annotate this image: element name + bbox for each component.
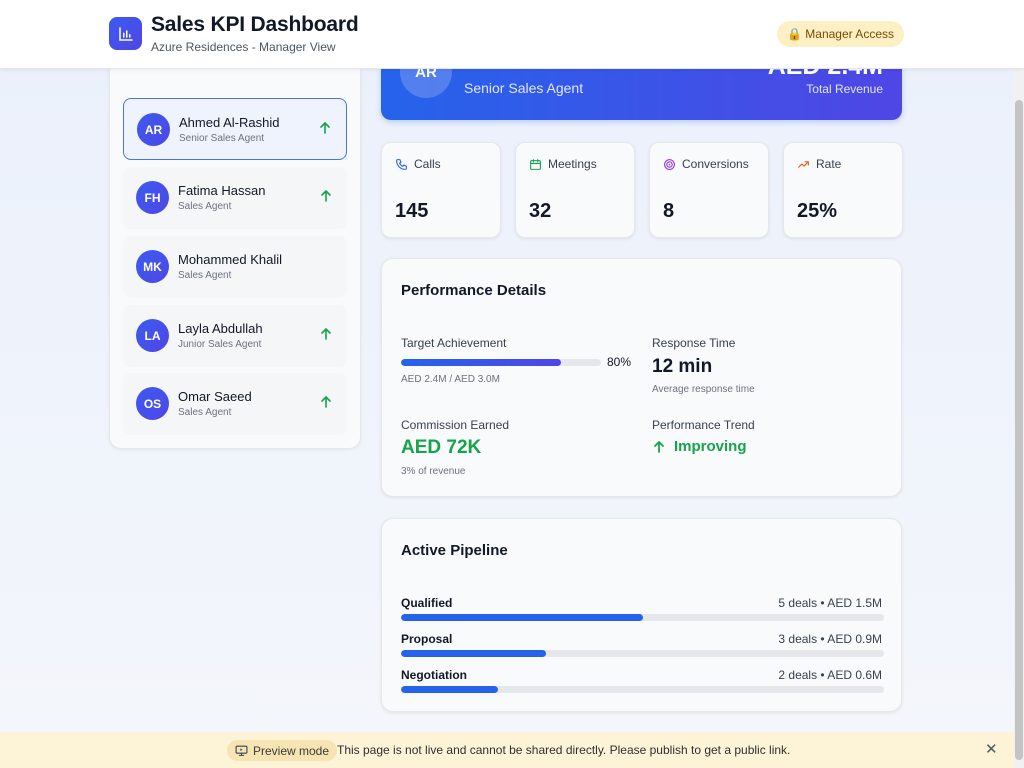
calendar-icon xyxy=(530,158,541,170)
preview-mode-label: Preview mode xyxy=(253,743,330,758)
stat-card-calls: Calls 145 xyxy=(381,142,501,238)
pipeline-stage-bar xyxy=(401,686,884,693)
performance-details-card: Performance Details Target Achievement 8… xyxy=(381,258,902,497)
total-revenue-label: Total Revenue xyxy=(806,82,883,96)
avatar: OS xyxy=(136,387,169,420)
arrow-up-icon xyxy=(320,122,330,134)
preview-message: This page is not live and cannot be shar… xyxy=(337,743,791,757)
close-icon[interactable]: ✕ xyxy=(985,741,998,758)
agent-role: Sales Agent xyxy=(178,270,232,281)
pipeline-stage-meta: 2 deals • AED 0.6M xyxy=(778,668,882,682)
arrow-up-icon xyxy=(654,441,664,453)
avatar: AR xyxy=(137,113,170,146)
target-achievement-label: Target Achievement xyxy=(401,336,507,350)
pipeline-stage-fill xyxy=(401,650,546,657)
target-percent: 80% xyxy=(607,355,632,369)
target-detail: AED 2.4M / AED 3.0M xyxy=(401,374,500,385)
agent-name: Mohammed Khalil xyxy=(178,252,283,267)
pipeline-stage-meta: 3 deals • AED 0.9M xyxy=(778,632,882,646)
pipeline-stage-bar xyxy=(401,614,884,621)
agent-item-fatima-hassan[interactable]: FH Fatima Hassan Sales Agent xyxy=(123,167,347,229)
scrollbar-thumb[interactable] xyxy=(1015,100,1023,760)
stat-value: 25% xyxy=(797,200,838,222)
scrollbar[interactable] xyxy=(1014,0,1024,768)
phone-icon xyxy=(396,158,407,170)
agent-name: Ahmed Al-Rashid xyxy=(179,115,280,130)
agent-role: Senior Sales Agent xyxy=(179,133,265,144)
pipeline-stage-bar xyxy=(401,650,884,657)
commission-value: AED 72K xyxy=(401,437,482,458)
agent-role: Sales Agent xyxy=(178,407,232,418)
app-header: Sales KPI Dashboard Azure Residences - M… xyxy=(0,0,1024,69)
target-icon xyxy=(664,158,675,170)
arrow-up-icon xyxy=(321,396,331,408)
stat-label: Calls xyxy=(414,157,441,171)
agent-item-layla-abdullah[interactable]: LA Layla Abdullah Junior Sales Agent xyxy=(123,305,347,367)
pipeline-stage-label: Qualified xyxy=(401,596,453,610)
stat-label: Conversions xyxy=(682,157,749,171)
agent-role: Junior Sales Agent xyxy=(178,339,262,350)
stat-value: 32 xyxy=(529,200,552,222)
target-progress-bar xyxy=(401,359,601,366)
card-title: Performance Details xyxy=(401,282,547,299)
avatar: MK xyxy=(136,250,169,283)
active-pipeline-card: Active Pipeline Qualified 5 deals • AED … xyxy=(381,518,902,712)
pipeline-stage-meta: 5 deals • AED 1.5M xyxy=(778,596,882,610)
stat-value: 145 xyxy=(395,200,429,222)
selected-agent-role: Senior Sales Agent xyxy=(464,80,584,96)
agent-item-ahmed-al-rashid[interactable]: AR Ahmed Al-Rashid Senior Sales Agent xyxy=(123,98,347,160)
agent-item-mohammed-khalil[interactable]: MK Mohammed Khalil Sales Agent xyxy=(123,236,347,298)
app-subtitle: Azure Residences - Manager View xyxy=(151,40,336,54)
agent-name: Fatima Hassan xyxy=(178,183,266,198)
arrow-up-icon xyxy=(321,328,331,340)
response-time-detail: Average response time xyxy=(652,384,755,395)
stat-label: Meetings xyxy=(548,157,597,171)
pipeline-stage-label: Negotiation xyxy=(401,668,467,682)
preview-banner: Preview mode This page is not live and c… xyxy=(0,732,1014,768)
performance-trend-value: Improving xyxy=(674,438,747,455)
stat-card-conversions: Conversions 8 xyxy=(649,142,769,238)
arrow-up-icon xyxy=(321,190,331,202)
monitor-play-icon xyxy=(235,745,248,756)
access-badge-label: 🔒 Manager Access xyxy=(787,27,894,41)
manager-access-badge: 🔒 Manager Access xyxy=(777,21,904,47)
response-time-value: 12 min xyxy=(652,356,713,377)
commission-detail: 3% of revenue xyxy=(401,466,466,477)
agent-name: Omar Saeed xyxy=(178,389,252,404)
stat-value: 8 xyxy=(663,200,675,222)
stat-card-meetings: Meetings 32 xyxy=(515,142,635,238)
agent-role: Sales Agent xyxy=(178,201,232,212)
avatar: FH xyxy=(136,181,169,214)
response-time-label: Response Time xyxy=(652,336,736,350)
preview-mode-badge: Preview mode xyxy=(227,740,338,761)
stat-label: Rate xyxy=(816,157,842,171)
commission-label: Commission Earned xyxy=(401,418,510,432)
avatar: LA xyxy=(136,319,169,352)
pipeline-stage-fill xyxy=(401,686,498,693)
app-title: Sales KPI Dashboard xyxy=(151,13,359,36)
performance-trend-label: Performance Trend xyxy=(652,418,755,432)
trending-up-icon xyxy=(798,160,809,168)
card-title: Active Pipeline xyxy=(401,542,508,559)
stat-card-rate: Rate 25% xyxy=(783,142,903,238)
pipeline-stage-fill xyxy=(401,614,643,621)
agent-item-omar-saeed[interactable]: OS Omar Saeed Sales Agent xyxy=(123,373,347,435)
pipeline-stage-label: Proposal xyxy=(401,632,453,646)
target-progress-fill xyxy=(401,359,561,366)
bar-chart-icon xyxy=(109,17,142,50)
agent-name: Layla Abdullah xyxy=(178,321,263,336)
